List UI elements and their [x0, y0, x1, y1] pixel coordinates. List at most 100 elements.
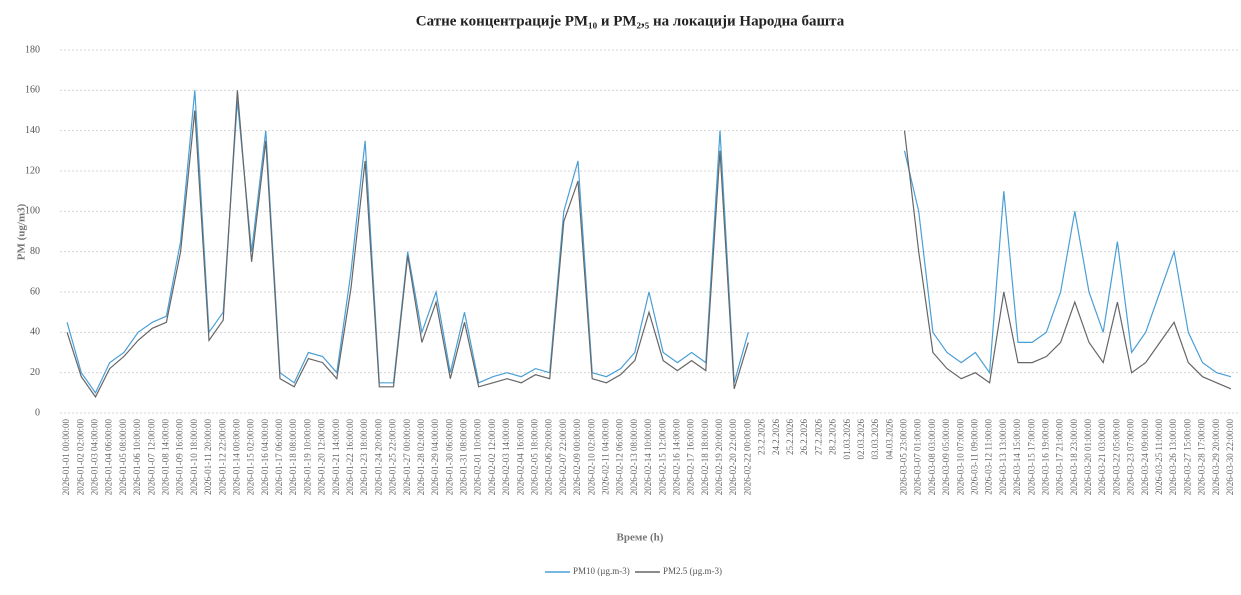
x-tick-label: 2026-01-30 06:00:00 — [444, 419, 454, 496]
x-tick-label: 2026-01-18 08:00:00 — [288, 419, 298, 496]
x-tick-label: 2026-01-25 22:00:00 — [388, 419, 398, 496]
x-tick-label: 2026-01-04 06:00:00 — [104, 419, 114, 496]
legend-label: PM10 (µg.m-3) — [573, 566, 630, 576]
x-tick-label: 01.03.2026 — [842, 419, 852, 460]
x-tick-label: 2026-01-06 10:00:00 — [132, 419, 142, 496]
x-tick-label: 2026-01-16 04:00:00 — [260, 419, 270, 496]
x-tick-label: 2026-01-01 00:00:00 — [61, 419, 71, 496]
x-tick-label: 2026-01-22 16:00:00 — [345, 419, 355, 496]
x-tick-label: 2026-02-09 00:00:00 — [572, 419, 582, 496]
x-tick-label: 2026-03-23 07:00:00 — [1126, 419, 1136, 496]
x-tick-label: 2026-03-17 21:00:00 — [1055, 419, 1065, 496]
x-tick-label: 2026-01-12 22:00:00 — [217, 419, 227, 496]
x-tick-label: 2026-02-01 10:00:00 — [473, 419, 483, 496]
x-tick-label: 2026-02-16 14:00:00 — [671, 419, 681, 496]
x-tick-label: 2026-02-14 10:00:00 — [643, 419, 653, 496]
x-tick-label: 2026-03-12 11:00:00 — [984, 419, 994, 495]
x-tick-label: 2026-03-09 05:00:00 — [941, 419, 951, 496]
x-tick-label: 2026-02-19 20:00:00 — [714, 419, 724, 496]
x-tick-label: 2026-01-23 18:00:00 — [359, 419, 369, 496]
series-line — [66, 90, 749, 399]
y-tick-label: 100 — [25, 206, 40, 217]
x-tick-label: 2026-02-11 04:00:00 — [600, 419, 610, 495]
x-tick-label: 2026-01-19 10:00:00 — [302, 419, 312, 496]
y-tick-label: 160 — [25, 85, 40, 96]
x-tick-label: 2026-01-05 08:00:00 — [118, 419, 128, 496]
y-axis-title: PM (ug/m3) — [16, 203, 28, 260]
x-tick-label: 27.2.2026 — [813, 419, 823, 456]
x-tick-label: 2026-03-21 03:00:00 — [1097, 419, 1107, 496]
x-tick-label: 02.03.2026 — [856, 419, 866, 460]
x-tick-label: 2026-01-15 02:00:00 — [246, 419, 256, 496]
x-tick-label: 26.2.2026 — [799, 419, 809, 456]
x-tick-label: 2026-01-29 04:00:00 — [430, 419, 440, 496]
x-tick-label: 2026-01-11 20:00:00 — [203, 419, 213, 495]
x-tick-label: 2026-01-21 14:00:00 — [331, 419, 341, 496]
x-tick-label: 2026-01-31 08:00:00 — [459, 419, 469, 496]
y-tick-label: 140 — [25, 125, 40, 136]
x-tick-label: 2026-02-20 22:00:00 — [728, 419, 738, 496]
x-tick-label: 2026-01-17 06:00:00 — [274, 419, 284, 496]
y-tick-label: 0 — [35, 407, 40, 418]
x-tick-label: 2026-02-04 16:00:00 — [515, 419, 525, 496]
x-tick-label: 2026-02-03 14:00:00 — [501, 419, 511, 496]
x-tick-label: 03.03.2026 — [870, 419, 880, 460]
x-tick-label: 2026-01-28 02:00:00 — [416, 419, 426, 496]
x-tick-label: 2026-03-16 19:00:00 — [1040, 419, 1050, 496]
x-tick-label: 04.03.2026 — [884, 419, 894, 460]
x-tick-label: 2026-03-29 20:00:00 — [1211, 419, 1221, 496]
x-tick-label: 2026-02-07 22:00:00 — [558, 419, 568, 496]
x-tick-label: 2026-03-30 22:00:00 — [1225, 419, 1235, 496]
y-tick-label: 180 — [25, 44, 40, 55]
x-tick-label: 2026-01-24 20:00:00 — [373, 419, 383, 496]
x-tick-label: 2026-01-07 12:00:00 — [146, 419, 156, 496]
series-line — [903, 150, 1232, 378]
x-tick-label: 2026-03-14 15:00:00 — [1012, 419, 1022, 496]
x-tick-label: 2026-01-02 02:00:00 — [75, 419, 85, 496]
x-tick-label: 2026-02-17 16:00:00 — [686, 419, 696, 496]
x-tick-label: 2026-03-28 17:00:00 — [1197, 419, 1207, 496]
series-line — [66, 90, 749, 394]
x-tick-label: 2026-02-10 02:00:00 — [586, 419, 596, 496]
x-tick-label: 2026-02-15 12:00:00 — [657, 419, 667, 496]
x-tick-label: 2026-02-12 06:00:00 — [615, 419, 625, 496]
x-tick-label: 24.2.2026 — [771, 419, 781, 456]
x-tick-label: 2026-03-22 05:00:00 — [1111, 419, 1121, 496]
x-tick-label: 2026-02-22 00:00:00 — [742, 419, 752, 496]
x-tick-label: 2026-03-13 13:00:00 — [998, 419, 1008, 496]
x-tick-label: 2026-03-25 11:00:00 — [1154, 419, 1164, 495]
y-tick-label: 80 — [30, 246, 40, 257]
x-tick-label: 2026-01-27 00:00:00 — [402, 419, 412, 496]
y-tick-label: 40 — [30, 327, 40, 338]
x-tick-label: 2026-03-11 09:00:00 — [969, 419, 979, 495]
x-tick-label: 25.2.2026 — [785, 419, 795, 456]
y-tick-label: 20 — [30, 367, 40, 378]
x-tick-label: 2026-01-03 04:00:00 — [90, 419, 100, 496]
x-tick-label: 2026-02-13 08:00:00 — [629, 419, 639, 496]
x-tick-label: 2026-01-08 14:00:00 — [161, 419, 171, 496]
x-tick-label: 2026-02-05 18:00:00 — [530, 419, 540, 496]
x-tick-label: 2026-03-05 23:00:00 — [899, 419, 909, 496]
legend-label: PM2.5 (µg.m-3) — [663, 566, 722, 576]
x-tick-label: 2026-03-24 09:00:00 — [1140, 419, 1150, 496]
x-axis-title: Време (h) — [617, 532, 664, 544]
y-tick-label: 120 — [25, 165, 40, 176]
series-line — [903, 130, 1232, 390]
x-tick-label: 2026-03-08 03:00:00 — [927, 419, 937, 496]
x-tick-label: 2026-01-10 18:00:00 — [189, 419, 199, 496]
x-tick-label: 2026-03-18 23:00:00 — [1069, 419, 1079, 496]
x-tick-label: 28.2.2026 — [828, 419, 838, 456]
x-tick-label: 2026-03-20 01:00:00 — [1083, 419, 1093, 496]
x-tick-label: 2026-01-20 12:00:00 — [317, 419, 327, 496]
x-tick-label: 2026-03-27 15:00:00 — [1182, 419, 1192, 496]
x-tick-label: 2026-02-06 20:00:00 — [544, 419, 554, 496]
x-tick-label: 2026-03-26 13:00:00 — [1168, 419, 1178, 496]
chart-title: Сатне концентрације PM₁₀ и PM₂,₅ на лока… — [416, 13, 845, 29]
x-tick-label: 2026-02-18 18:00:00 — [700, 419, 710, 496]
x-tick-label: 2026-01-14 00:00:00 — [231, 419, 241, 496]
x-tick-label: 2026-03-10 07:00:00 — [955, 419, 965, 496]
y-tick-label: 60 — [30, 286, 40, 297]
x-tick-label: 2026-02-02 12:00:00 — [487, 419, 497, 496]
x-tick-label: 23.2.2026 — [757, 419, 767, 456]
